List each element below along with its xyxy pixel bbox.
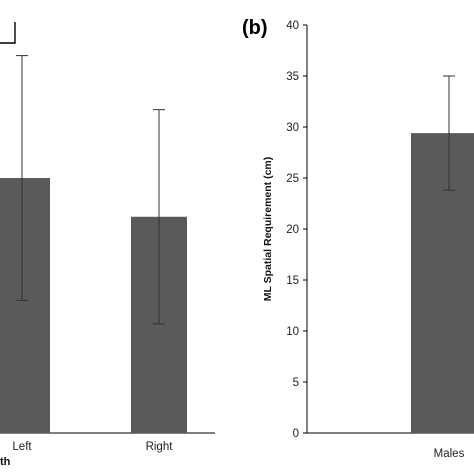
x-axis-label-fragment: th	[0, 456, 11, 468]
y-tick-label: 15	[286, 275, 299, 287]
y-tick-label: 0	[293, 428, 299, 440]
y-tick-label: 25	[286, 173, 299, 185]
y-tick-label: 10	[286, 326, 299, 338]
y-tick-label: 20	[286, 224, 299, 236]
panel-label-b: (b)	[242, 17, 268, 39]
significance-bracket	[0, 22, 16, 44]
y-tick-label: 5	[293, 377, 299, 389]
category-label-right: Right	[146, 441, 174, 453]
bar	[0, 178, 50, 433]
category-label-left: Left	[12, 441, 32, 453]
panel-b: (b) 0 5 10 15 20 25 30 35 40 ML Spatial Requirem…	[242, 17, 474, 460]
y-tick-label: 40	[286, 20, 299, 32]
y-tick-label: 35	[286, 71, 299, 83]
bar	[411, 133, 474, 433]
category-label-males: Males	[434, 448, 465, 460]
y-tick-label: 30	[286, 122, 299, 134]
y-axis-label: ML Spatial Requirement (cm)	[262, 157, 274, 302]
panel-a: Left Right th	[0, 22, 215, 468]
